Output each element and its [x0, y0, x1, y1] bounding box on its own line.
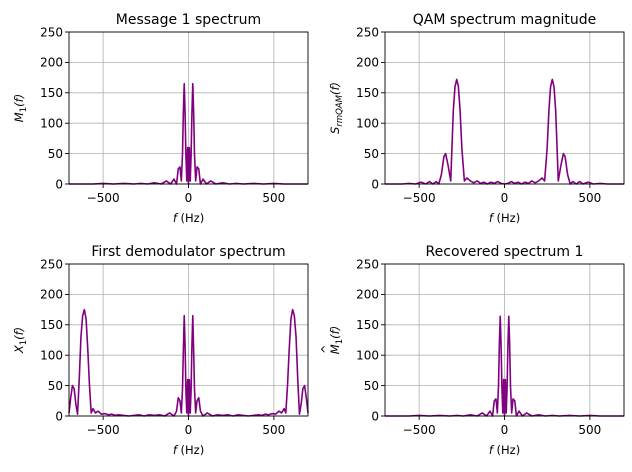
svg-text:SrmQAM(f): SrmQAM(f): [328, 82, 345, 134]
subplot-1: −500 0 500 0 50 100 150 200 250 Message 1 spectru…: [12, 12, 309, 225]
y-tick-label: 150: [40, 318, 63, 332]
y-tick-label: 200: [356, 56, 379, 70]
x-tick-label: 500: [262, 191, 285, 205]
y-tick-label: 0: [371, 409, 379, 423]
subplot-4: −500 0 500 0 50 100 150 200 250 Recovered spectru…: [319, 244, 625, 457]
x-axis-label: f (Hz): [489, 211, 520, 225]
y-axis-label: M1(f)^: [319, 326, 345, 354]
svg-text:M1(f): M1(f): [12, 94, 29, 122]
y-tick-label: 200: [40, 56, 63, 70]
x-tick-label: 0: [501, 191, 509, 205]
y-tick-label: 250: [40, 257, 63, 271]
x-tick-label: −500: [87, 191, 120, 205]
y-tick-label: 100: [40, 117, 63, 131]
x-tick-label: 0: [501, 423, 509, 437]
subplot-title: QAM spectrum magnitude: [413, 12, 597, 28]
y-tick-label: 100: [356, 349, 379, 363]
y-tick-label: 0: [55, 409, 63, 423]
y-tick-label: 250: [356, 257, 379, 271]
x-axis-label: f (Hz): [173, 443, 204, 457]
y-axis-label: X1(f): [12, 327, 29, 354]
y-axis-label: SrmQAM(f): [328, 82, 345, 134]
y-tick-label: 100: [356, 117, 379, 131]
x-tick-label: −500: [403, 191, 436, 205]
x-axis-label: f (Hz): [489, 443, 520, 457]
y-tick-label: 50: [48, 147, 63, 161]
svg-text:M1(f): M1(f): [328, 326, 345, 354]
x-tick-label: 500: [578, 191, 601, 205]
y-tick-label: 0: [55, 177, 63, 191]
subplot-title: Message 1 spectrum: [116, 12, 261, 28]
svg-text:X1(f): X1(f): [12, 327, 29, 354]
y-tick-label: 250: [356, 25, 379, 39]
x-tick-label: −500: [87, 423, 120, 437]
x-tick-label: 500: [578, 423, 601, 437]
x-tick-label: 500: [262, 423, 285, 437]
subplot-3: −500 0 500 0 50 100 150 200 250 First demodulator…: [12, 244, 309, 457]
y-tick-label: 150: [356, 86, 379, 100]
subplot-2: −500 0 500 0 50 100 150 200 250 QAM spectrum magn…: [328, 12, 625, 225]
x-tick-label: 0: [185, 423, 193, 437]
y-tick-label: 50: [48, 379, 63, 393]
y-tick-label: 250: [40, 25, 63, 39]
y-tick-label: 0: [371, 177, 379, 191]
x-tick-label: −500: [403, 423, 436, 437]
x-axis-label: f (Hz): [173, 211, 204, 225]
y-axis-label: M1(f): [12, 94, 29, 122]
y-tick-label: 150: [40, 86, 63, 100]
y-tick-label: 150: [356, 318, 379, 332]
x-tick-label: 0: [185, 191, 193, 205]
y-tick-label: 200: [356, 288, 379, 302]
y-tick-label: 100: [40, 349, 63, 363]
y-tick-label: 50: [364, 147, 379, 161]
y-tick-label: 200: [40, 288, 63, 302]
y-tick-label: 50: [364, 379, 379, 393]
svg-text:^: ^: [319, 344, 333, 354]
subplot-title: First demodulator spectrum: [91, 244, 285, 260]
subplot-title: Recovered spectrum 1: [426, 244, 584, 260]
